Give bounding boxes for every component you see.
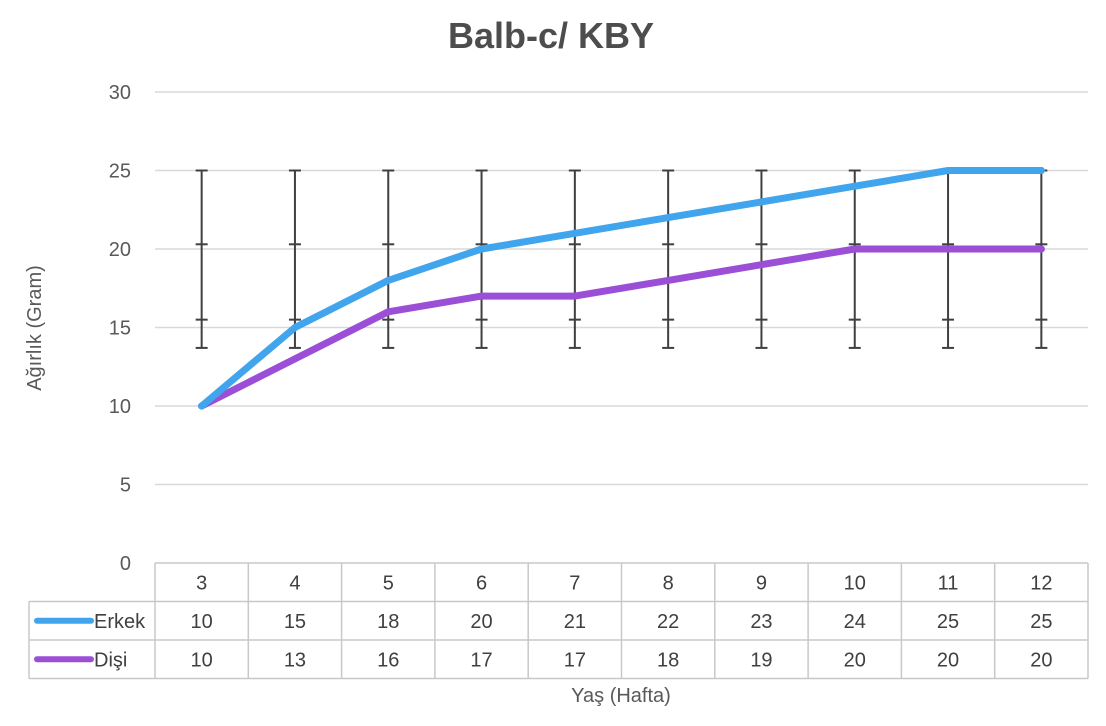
y-tick-label: 0 <box>120 553 131 575</box>
error-bar <box>568 169 581 349</box>
data-point <box>478 245 486 253</box>
error-bar <box>288 169 301 349</box>
data-table: 3 4 5 6 7 8 9 10 11 12 Erkek 10 15 18 20 21 22 23 24 25 25 Di… <box>28 562 1089 680</box>
error-bar <box>475 169 488 349</box>
x-tick-label: 5 <box>383 572 394 594</box>
error-bar <box>382 169 395 349</box>
data-label: 20 <box>1030 649 1052 671</box>
data-label: 21 <box>564 611 586 633</box>
x-tick-label: 10 <box>844 572 866 594</box>
data-point <box>851 245 859 253</box>
data-point <box>1037 167 1045 174</box>
data-label: 18 <box>657 649 679 671</box>
data-label: 10 <box>191 611 213 633</box>
y-tick-label: 20 <box>109 239 131 261</box>
data-point <box>571 229 579 237</box>
data-point <box>291 324 299 331</box>
y-tick-label: 5 <box>120 475 131 497</box>
data-point <box>291 355 299 363</box>
y-axis-title: Ağırlık (Gram) <box>24 265 46 391</box>
legend-label: Erkek <box>94 611 146 633</box>
data-label: 10 <box>191 649 213 671</box>
data-label: 20 <box>937 649 959 671</box>
error-bar <box>195 169 208 349</box>
error-bar <box>1035 169 1048 349</box>
data-point <box>1037 245 1045 253</box>
series-lines <box>198 167 1045 410</box>
data-label: 23 <box>750 611 772 633</box>
data-label: 17 <box>470 649 492 671</box>
chart-title: Balb-c/ KBY <box>448 15 654 56</box>
data-label: 13 <box>284 649 306 671</box>
y-axis-ticks: 0 5 10 15 20 25 30 <box>109 82 131 575</box>
x-tick-label: 7 <box>569 572 580 594</box>
data-point <box>757 261 765 269</box>
data-point <box>384 276 392 284</box>
data-label: 24 <box>844 611 866 633</box>
data-label: 19 <box>750 649 772 671</box>
series-line <box>198 167 1045 410</box>
y-tick-label: 15 <box>109 318 131 340</box>
data-point <box>944 245 952 253</box>
data-label: 20 <box>844 649 866 671</box>
x-tick-label: 9 <box>756 572 767 594</box>
y-tick-label: 30 <box>109 82 131 104</box>
series-line <box>198 245 1045 410</box>
data-point <box>757 198 765 206</box>
data-point <box>384 308 392 316</box>
error-bar <box>848 169 861 349</box>
data-point <box>478 292 486 300</box>
data-point <box>664 214 672 222</box>
x-tick-label: 8 <box>663 572 674 594</box>
x-tick-label: 12 <box>1030 572 1052 594</box>
error-bars <box>195 169 1048 349</box>
data-point <box>851 182 859 190</box>
y-tick-label: 25 <box>109 161 131 183</box>
data-point <box>571 292 579 300</box>
data-label: 22 <box>657 611 679 633</box>
data-label: 17 <box>564 649 586 671</box>
data-label: 15 <box>284 611 306 633</box>
data-label: 20 <box>470 611 492 633</box>
legend-label: Dişi <box>94 649 127 671</box>
data-label: 16 <box>377 649 399 671</box>
error-bar <box>942 169 955 349</box>
data-label: 25 <box>937 611 959 633</box>
y-tick-label: 10 <box>109 396 131 418</box>
x-tick-label: 3 <box>196 572 207 594</box>
data-label: 18 <box>377 611 399 633</box>
data-point <box>944 167 952 174</box>
data-point <box>198 402 206 410</box>
x-tick-label: 11 <box>938 572 959 594</box>
error-bar <box>662 169 675 349</box>
error-bar <box>755 169 768 349</box>
data-point <box>664 276 672 284</box>
gridlines <box>155 91 1088 486</box>
data-label: 25 <box>1030 611 1052 633</box>
x-axis-title: Yaş (Hafta) <box>571 685 671 707</box>
x-tick-label: 4 <box>289 572 300 594</box>
x-tick-label: 6 <box>476 572 487 594</box>
